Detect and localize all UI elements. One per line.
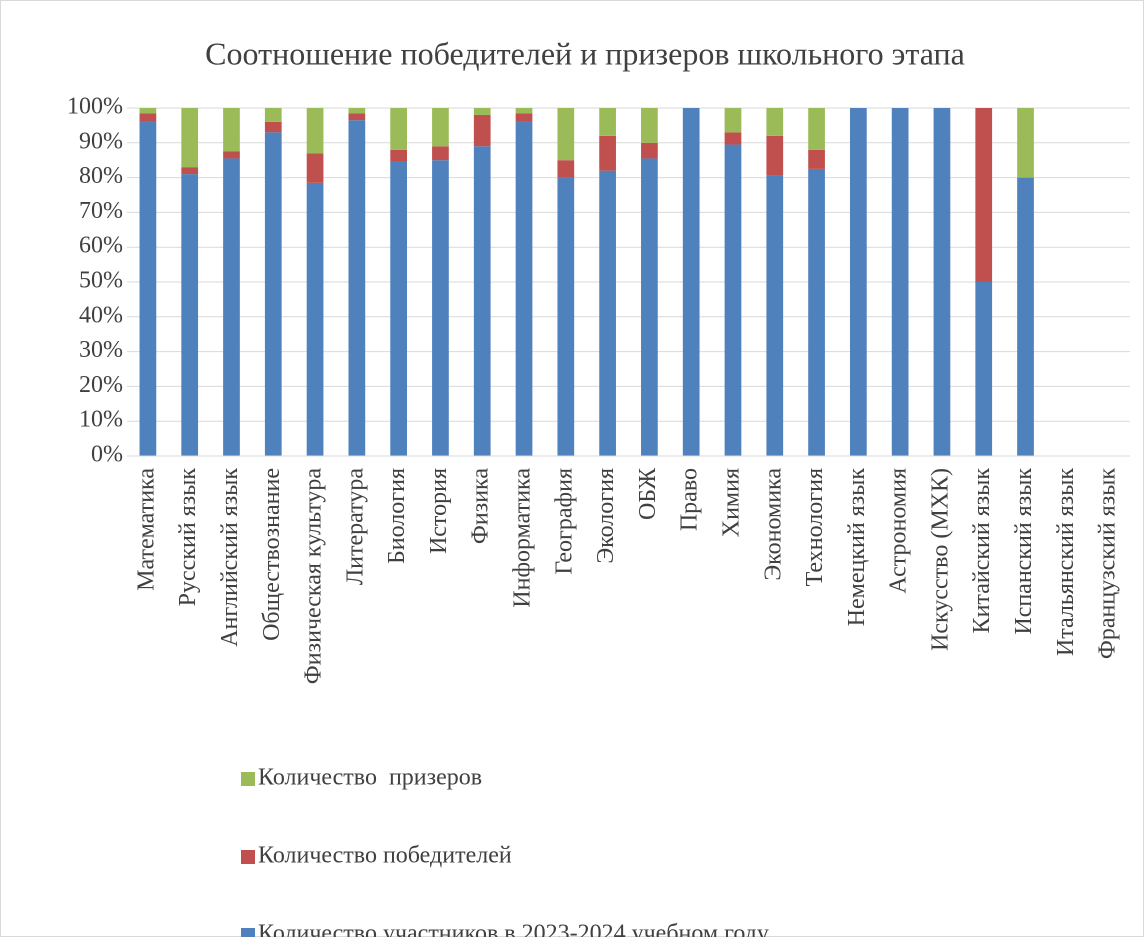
bar-segment (223, 151, 240, 159)
x-tick-label: Астрономия (886, 468, 912, 594)
x-tick-label: Итальянский язык (1053, 468, 1079, 656)
bar-segment (557, 177, 575, 456)
bar-segment (1017, 108, 1034, 178)
x-tick-label: Экология (593, 468, 619, 564)
bar-segment (766, 135, 784, 176)
bar-segment (599, 170, 616, 456)
bar-segment (557, 160, 575, 178)
bar-segment (766, 175, 784, 457)
bar-segment (808, 108, 825, 150)
x-tick-label: Литература (342, 468, 368, 585)
bar-segment (1017, 177, 1034, 456)
bar-segment (641, 108, 658, 143)
x-tick-label: Обществознание (259, 468, 285, 641)
legend-swatch (241, 772, 255, 786)
x-tick-label: Физика (468, 468, 494, 544)
x-tick-label: Право (677, 468, 703, 531)
bar-segment (891, 108, 909, 456)
chart-title: Соотношение победителей и призеров школь… (205, 35, 965, 71)
bar-segment (808, 168, 825, 456)
bar-segment (432, 146, 449, 161)
legend-label: Количество победителей (258, 843, 512, 869)
x-tick-label: Китайский язык (969, 468, 995, 634)
x-tick-label: Технология (802, 468, 828, 586)
bar-segment (599, 135, 616, 171)
y-tick-label: 0% (91, 442, 123, 468)
bar-segment (641, 142, 658, 159)
bar-segment (264, 132, 282, 457)
x-tick-label: Химия (718, 468, 744, 537)
x-tick-label: Искусство (МХК) (927, 468, 953, 651)
y-tick-label: 10% (79, 407, 123, 433)
bar-segment (223, 108, 240, 152)
x-tick-label: География (551, 468, 577, 575)
y-tick-label: 30% (79, 337, 123, 363)
y-tick-label: 80% (79, 163, 123, 189)
bar-segment (139, 121, 157, 457)
bar-segment (390, 161, 408, 456)
y-tick-label: 20% (79, 372, 123, 398)
bar-segment (473, 114, 491, 147)
bar-segment (975, 108, 993, 282)
bar-segment (432, 160, 449, 456)
bar-segment (139, 108, 157, 114)
legend-label: Количество участников в 2023-2024 учебно… (258, 921, 769, 937)
bar-segment (306, 153, 324, 183)
y-tick-label: 70% (79, 198, 123, 224)
bar-segment (557, 108, 575, 161)
y-tick-label: 40% (79, 302, 123, 328)
bar-segment (933, 108, 951, 456)
bar-segment (515, 121, 533, 457)
legend-swatch (241, 928, 255, 937)
x-tick-label: Русский язык (175, 468, 201, 607)
x-tick-label: История (426, 468, 452, 554)
legend-label: Количество призеров (258, 765, 482, 791)
x-tick-label: Испанский язык (1011, 468, 1037, 635)
legend-swatch (241, 850, 255, 864)
bar-segment (264, 121, 282, 133)
bar-segment (599, 108, 616, 136)
bar-segment (390, 108, 408, 150)
bar-segment (432, 108, 449, 147)
x-tick-label: Биология (384, 468, 410, 564)
bar-segment (181, 108, 199, 168)
bar-segment (264, 108, 282, 122)
y-tick-label: 50% (79, 268, 123, 294)
bar-segment (808, 149, 825, 169)
bar-segment (724, 144, 742, 457)
x-tick-label: Информатика (510, 468, 536, 608)
bar-segment (849, 108, 867, 456)
x-tick-label: Физическая культура (301, 468, 327, 685)
bar-segment (348, 113, 366, 121)
bar-segment (515, 113, 533, 122)
bar-segment (306, 182, 324, 456)
x-tick-label: Французский язык (1095, 468, 1121, 659)
bar-segment (766, 108, 784, 136)
bar-segment (641, 158, 658, 456)
bar-segment (682, 108, 700, 456)
bar-segment (348, 120, 366, 457)
bar-segment (139, 113, 157, 122)
bar-segment (515, 108, 533, 114)
bar-segment (975, 282, 993, 456)
x-tick-label: ОБЖ (635, 468, 661, 521)
y-tick-label: 100% (67, 94, 123, 120)
y-tick-label: 60% (79, 233, 123, 259)
y-tick-label: 90% (79, 128, 123, 154)
bar-segment (348, 108, 366, 114)
bar-segment (181, 174, 199, 456)
x-tick-label: Математика (133, 468, 159, 591)
x-tick-label: Немецкий язык (844, 468, 870, 627)
bar-segment (473, 146, 491, 456)
bar-segment (724, 132, 742, 145)
bar-segment (473, 108, 491, 115)
x-tick-label: Экономика (760, 468, 786, 581)
bar-segment (306, 108, 324, 154)
bar-segment (181, 167, 199, 175)
x-tick-label: Английский язык (217, 468, 243, 647)
bar-segment (223, 158, 240, 456)
bar-segment (390, 149, 408, 162)
bar-segment (724, 108, 742, 133)
